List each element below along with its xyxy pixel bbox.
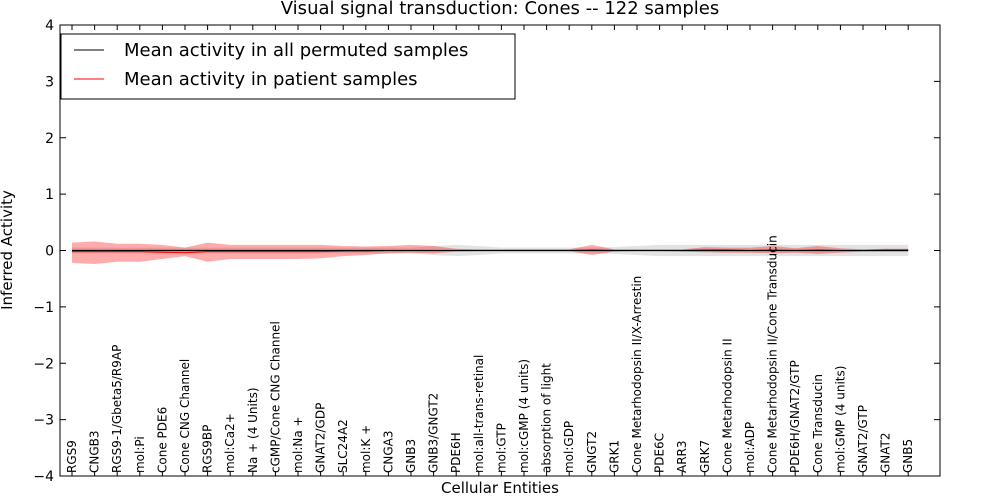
x-category-label: PDE6H bbox=[449, 432, 463, 473]
x-category-label: mol:K + bbox=[359, 425, 373, 473]
x-category-label: Cone Metarhodopsin II/X-Arrestin bbox=[630, 276, 644, 473]
x-category-label: mol:GTP bbox=[494, 423, 508, 473]
x-category-label: mol:ADP bbox=[743, 422, 757, 473]
x-category-label: SLC24A2 bbox=[336, 419, 350, 473]
x-category-label: GNAT2/GDP bbox=[314, 403, 328, 473]
y-tick-label: 1 bbox=[45, 187, 54, 203]
x-category-label: mol:Na + bbox=[291, 416, 305, 473]
x-category-label: Cone Transducin bbox=[811, 374, 825, 473]
y-tick-label: −3 bbox=[33, 413, 54, 429]
x-category-label: PDE6H/GNAT2/GTP bbox=[788, 360, 802, 473]
x-category-label: PDE6C bbox=[653, 433, 667, 473]
x-category-label: GNB3/GNGT2 bbox=[427, 393, 441, 473]
series-lines bbox=[72, 249, 909, 254]
x-category-label: RGS9-1/Gbeta5/R9AP bbox=[110, 345, 124, 473]
x-category-label: Cone Metarhodopsin II bbox=[720, 338, 734, 473]
y-tick-label: 2 bbox=[45, 131, 54, 147]
x-axis-title: Cellular Entities bbox=[441, 479, 559, 497]
confidence-bands bbox=[72, 241, 909, 265]
x-category-label: GNAT2 bbox=[879, 432, 893, 473]
legend: Mean activity in all permuted samples Me… bbox=[60, 33, 516, 100]
x-category-label: CNGA3 bbox=[381, 431, 395, 474]
x-category-label: mol:all-trans-retinal bbox=[472, 355, 486, 473]
y-tick-label: 0 bbox=[45, 244, 54, 260]
x-category-label: CNGB3 bbox=[88, 430, 102, 473]
x-category-label: mol:cGMP (4 units) bbox=[517, 359, 531, 473]
x-category-label: RGS9 bbox=[65, 440, 79, 473]
y-tick-label: 3 bbox=[45, 74, 54, 90]
x-category-label: GNGT2 bbox=[585, 431, 599, 473]
y-tick-label: −4 bbox=[33, 469, 54, 485]
x-category-label: mol:GDP bbox=[562, 421, 576, 473]
x-category-label: Na + (4 Units) bbox=[246, 387, 260, 473]
legend-label-patient: Mean activity in patient samples bbox=[124, 69, 418, 90]
plot-area bbox=[72, 241, 909, 265]
y-tick-label: −2 bbox=[33, 356, 54, 372]
x-category-label: ARR3 bbox=[675, 440, 689, 473]
x-category-label: GNB3 bbox=[404, 439, 418, 473]
x-category-label: Cone Metarhodopsin II/Cone Transducin bbox=[766, 235, 780, 473]
band-series-1 bbox=[72, 241, 909, 265]
y-tick-label: 4 bbox=[45, 18, 54, 34]
x-category-label: GNAT2/GTP bbox=[856, 405, 870, 473]
y-axis-title: Inferred Activity bbox=[0, 190, 16, 310]
x-category-label: GNB5 bbox=[901, 439, 915, 473]
y-axis: 4 3 2 1 0 −1 −2 −3 −4 bbox=[33, 18, 940, 485]
x-category-label: RGS9BP bbox=[201, 425, 215, 473]
x-category-label: absorption of light bbox=[540, 363, 554, 473]
chart-title: Visual signal transduction: Cones -- 122… bbox=[281, 0, 719, 19]
legend-box bbox=[60, 33, 516, 100]
legend-label-permuted: Mean activity in all permuted samples bbox=[124, 40, 468, 61]
x-category-label: Cone CNG Channel bbox=[178, 359, 192, 473]
x-category-label: mol:Ca2+ bbox=[223, 413, 237, 473]
x-category-label: GRK1 bbox=[607, 440, 621, 473]
x-category-label: Cone PDE6 bbox=[155, 407, 169, 473]
x-category-label: cGMP/Cone CNG Channel bbox=[268, 321, 282, 473]
x-axis: RGS9 CNGB3 RGS9-1/Gbeta5/R9AP mol:Pi Cone PD… bbox=[65, 25, 915, 476]
y-tick-label: −1 bbox=[33, 300, 54, 316]
x-category-label: mol:GMP (4 units) bbox=[833, 366, 847, 473]
x-category-label: GRK7 bbox=[698, 440, 712, 473]
x-category-label: mol:Pi bbox=[133, 436, 147, 473]
